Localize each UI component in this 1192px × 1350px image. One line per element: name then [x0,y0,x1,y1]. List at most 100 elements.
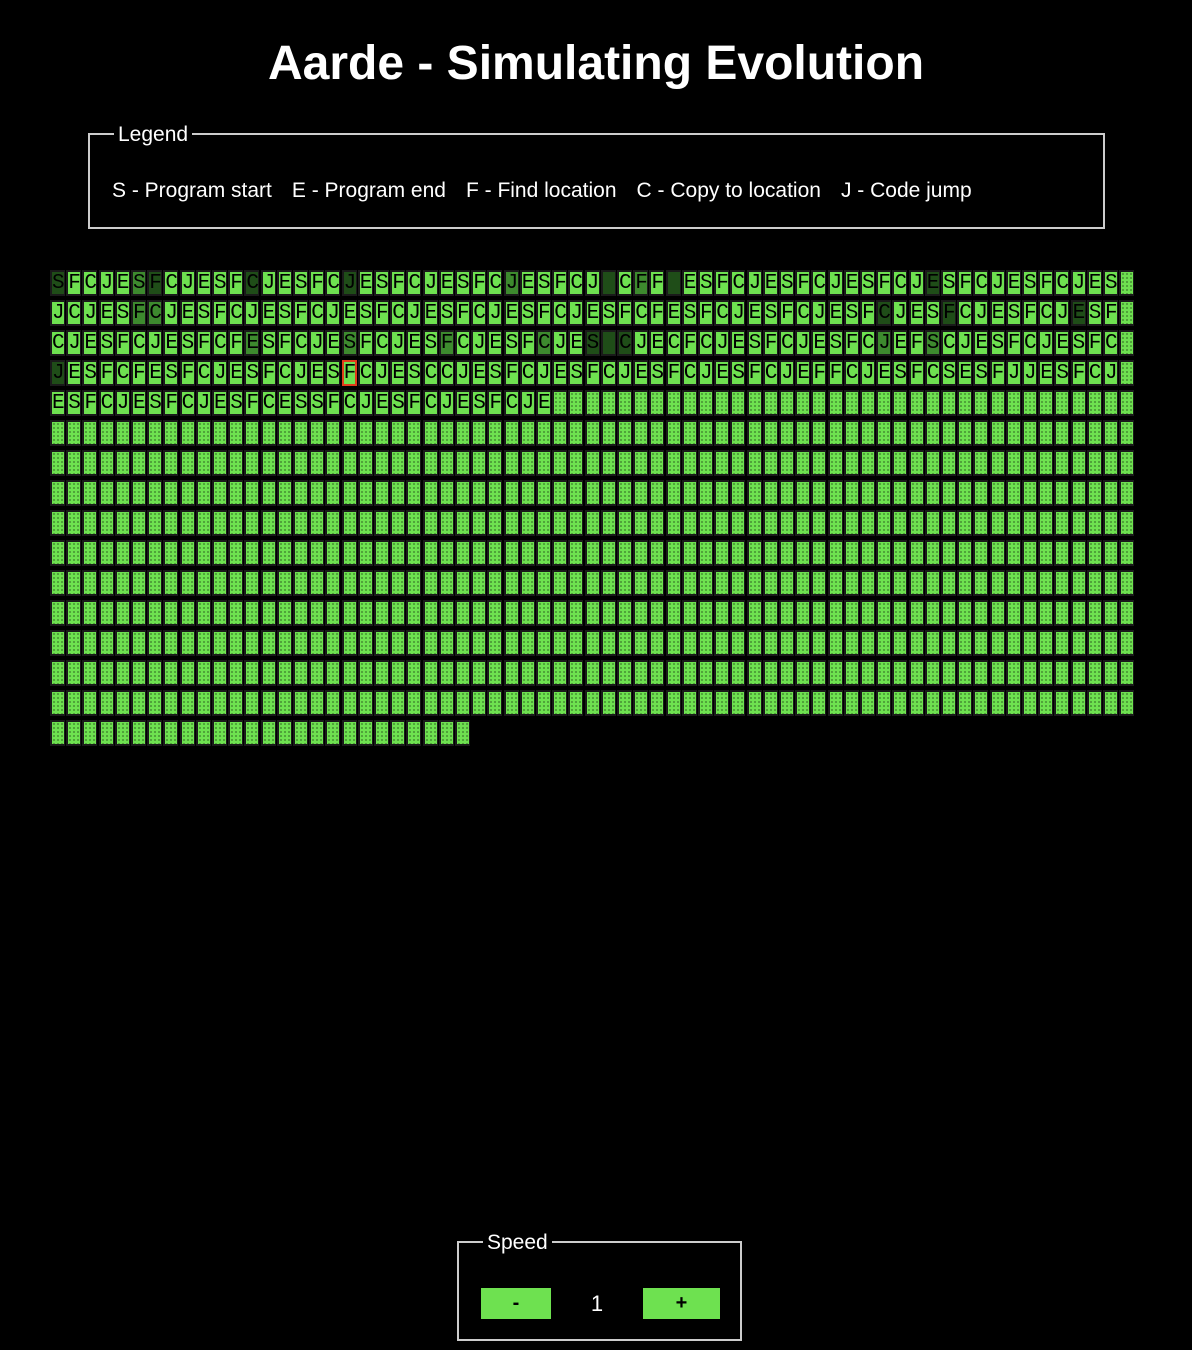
memory-cell: J [293,360,308,386]
memory-cell: E [746,300,762,326]
memory-cell [1054,510,1070,536]
memory-cell [1005,690,1021,716]
memory-cell [730,600,746,626]
memory-cell [1070,630,1086,656]
memory-cell [163,510,179,536]
memory-cell [422,630,438,656]
memory-cell [1103,480,1118,506]
memory-cell [357,570,373,596]
memory-cell: S [293,270,308,296]
memory-cell [989,690,1005,716]
memory-cell [50,570,65,596]
memory-cell [779,570,794,596]
memory-cell [600,390,616,416]
memory-cell: E [422,300,438,326]
memory-cell [762,630,778,656]
memory-cell: J [503,270,519,296]
memory-cell [633,570,649,596]
memory-cell [98,660,114,686]
memory-cell [1086,420,1102,446]
memory-cell [357,660,373,686]
memory-cell: E [260,300,276,326]
memory-cell [762,570,778,596]
memory-cell [536,690,551,716]
memory-cell [714,480,730,506]
memory-cell [698,450,713,476]
memory-cell [698,480,713,506]
memory-cell: F [860,300,875,326]
memory-cell: S [1022,270,1037,296]
memory-cell [114,420,130,446]
memory-cell [843,540,859,566]
memory-cell [293,570,308,596]
memory-cell [795,630,811,656]
memory-cell [1022,510,1037,536]
memory-cell [714,690,730,716]
memory-cell [892,570,908,596]
memory-cell [503,660,519,686]
memory-cell [892,540,908,566]
memory-cell [50,420,65,446]
memory-cell [681,450,697,476]
memory-cell [892,510,908,536]
memory-cell [762,420,778,446]
memory-cell [698,690,713,716]
memory-cell [325,720,341,746]
memory-cell [698,630,713,656]
memory-cell [1022,630,1037,656]
memory-cell: J [390,330,406,356]
memory-cell [293,540,308,566]
memory-cell [779,450,794,476]
memory-cell: F [1086,330,1102,356]
memory-cell [779,420,794,446]
memory-cell: C [422,390,438,416]
memory-cell: F [244,390,260,416]
memory-cell [341,480,357,506]
memory-cell: E [1086,270,1102,296]
memory-cell [487,570,503,596]
memory-cell [147,480,163,506]
memory-cell: C [617,330,632,356]
memory-cell [179,600,195,626]
memory-cell [908,540,924,566]
memory-cell [681,690,697,716]
memory-cell [892,630,908,656]
memory-cell [908,480,924,506]
memory-cell [1022,540,1037,566]
memory-cell: S [698,270,713,296]
memory-cell [163,660,179,686]
memory-cell [957,390,973,416]
memory-cell [1103,510,1118,536]
memory-cell [422,510,438,536]
memory-cell: S [584,330,600,356]
memory-cell: E [568,330,584,356]
memory-cell [228,720,244,746]
memory-cell: S [746,330,762,356]
memory-cell [212,720,227,746]
memory-cell [1119,390,1135,416]
speed-decrease-button[interactable]: - [481,1288,551,1319]
memory-cell [843,480,859,506]
memory-cell: C [600,360,616,386]
memory-cell [827,420,843,446]
speed-increase-button[interactable]: + [643,1288,720,1319]
memory-cell: J [406,300,422,326]
memory-cell [374,570,389,596]
memory-cell [325,570,341,596]
speed-control: Speed - 1 + [457,1231,742,1341]
memory-cell [600,420,616,446]
memory-cell [131,540,146,566]
memory-cell [649,660,665,686]
memory-cell [455,690,470,716]
memory-cell: J [552,330,568,356]
memory-cell [406,660,422,686]
memory-cell: S [762,300,778,326]
memory-cell [1038,480,1054,506]
memory-cell [438,420,454,446]
memory-cell [649,570,665,596]
memory-cell: F [681,330,697,356]
memory-cell: F [633,270,649,296]
memory-cell: S [390,390,406,416]
memory-cell [795,570,811,596]
memory-cell: J [1038,330,1054,356]
